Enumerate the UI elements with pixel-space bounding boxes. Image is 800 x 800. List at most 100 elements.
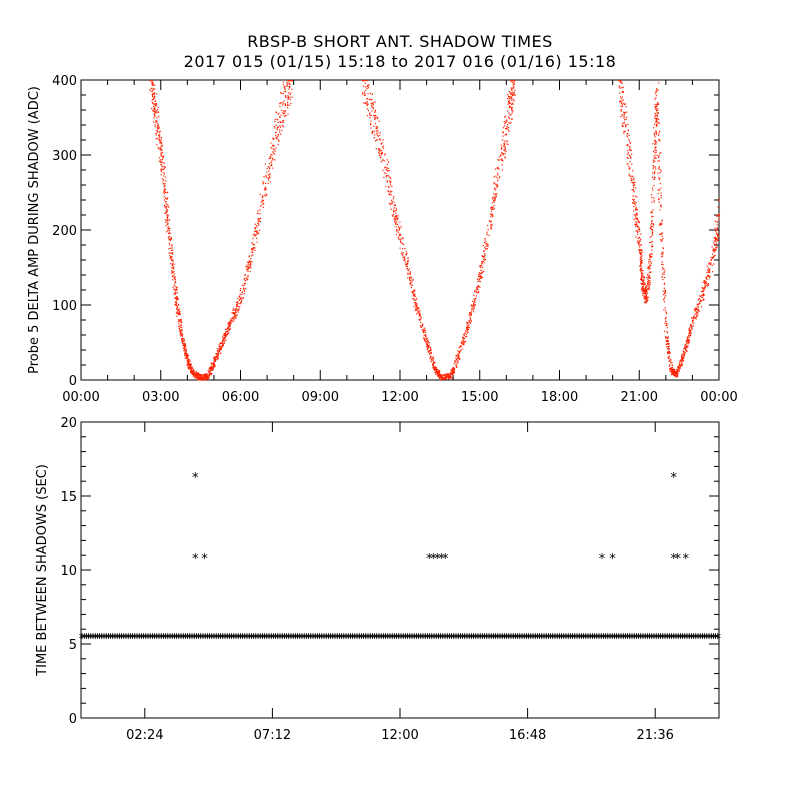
data-point [455,355,457,357]
data-point [637,226,639,228]
data-point [406,262,408,264]
data-point [390,199,393,201]
data-point [201,379,203,381]
data-point [631,181,633,184]
data-point [681,362,683,364]
data-point [696,304,698,306]
data-point [224,336,227,338]
data-point [484,239,486,241]
top-panel-frame [80,79,720,381]
data-point [191,372,193,374]
data-point [690,334,692,336]
data-point [488,234,490,236]
data-point [631,189,633,191]
data-point [482,255,484,257]
data-point [514,94,516,96]
data-point [178,312,180,314]
data-point [668,345,670,348]
data-point [510,118,513,120]
data-point [644,302,646,304]
data-point [695,311,697,313]
data-point [388,193,390,195]
data-point [375,126,377,128]
data-point [457,354,460,357]
baseline-point: * [448,632,455,647]
data-point [484,259,486,261]
data-point [705,284,707,286]
data-point [463,342,465,344]
data-point [211,367,213,369]
data-point [251,251,253,253]
data-point [477,291,480,293]
data-point [237,297,239,300]
data-point [713,240,716,242]
data-point [440,376,442,378]
data-point [713,263,715,265]
data-point [713,255,716,257]
data-point [262,195,264,197]
data-point [490,213,492,215]
data-point [507,103,509,105]
data-point [407,260,409,262]
data-point [621,105,623,108]
data-point [635,221,637,223]
data-point [282,112,284,114]
data-point [175,302,178,304]
data-point [654,98,656,100]
data-point [399,247,401,249]
data-point [662,252,664,254]
data-point [175,303,177,305]
data-point [667,341,670,343]
data-point [288,92,290,94]
data-point [278,112,280,114]
data-point [171,272,173,274]
data-point [651,230,653,232]
data-point [160,153,162,155]
data-point [187,365,189,367]
baseline-point: * [110,632,117,647]
baseline-point: * [396,632,403,647]
data-point [633,177,635,179]
data-point [633,205,635,208]
data-point [389,203,391,206]
data-point [267,182,269,184]
baseline-point: * [283,632,290,647]
data-point [396,221,398,223]
data-point [513,91,515,93]
data-point [373,134,376,136]
baseline-point: * [125,632,132,647]
data-point [273,125,275,127]
data-point [255,230,257,232]
data-point [451,370,453,372]
data-point [649,265,651,267]
data-point [414,295,416,297]
data-point [511,109,513,111]
data-point [161,150,163,152]
data-point [425,335,427,338]
data-point [235,310,237,312]
baseline-point: * [81,632,88,647]
data-point [155,138,157,140]
data-point [694,309,696,312]
data-point [643,298,645,300]
data-point [622,99,624,101]
data-point [433,362,436,364]
data-point [657,118,659,120]
data-point [193,369,195,372]
data-point [679,360,681,362]
data-point [676,374,678,376]
baseline-point: * [224,632,231,647]
data-point [494,198,496,200]
data-point [371,98,373,101]
data-point [651,210,653,213]
data-point [637,240,639,242]
data-point [289,83,291,85]
baseline-point: * [547,632,554,647]
data-point [647,288,649,290]
data-point [673,371,675,373]
data-point [490,216,492,218]
data-point [166,220,168,222]
data-point [457,361,460,363]
data-point [652,161,655,163]
baseline-point: * [257,632,264,647]
